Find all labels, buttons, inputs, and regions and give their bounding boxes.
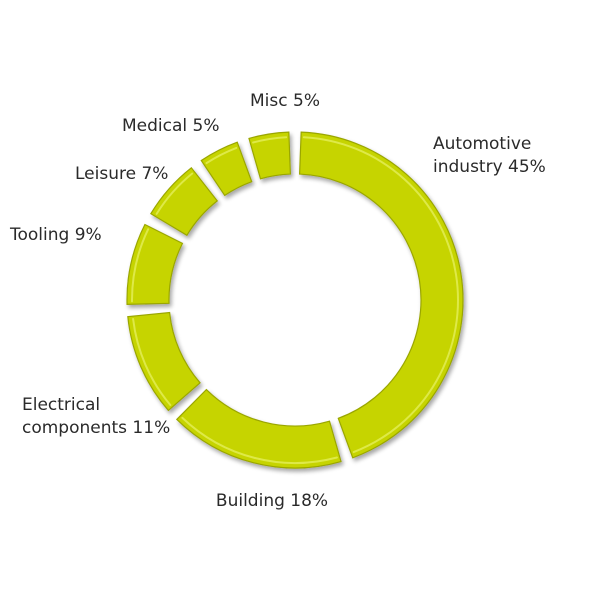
label-medical: Medical 5%	[122, 116, 220, 136]
slice-building-highlight	[181, 416, 338, 464]
label-electrical-components-line-2: components 11%	[22, 418, 170, 438]
label-electrical-components: Electrical components 11%	[22, 395, 170, 438]
slices-layer	[126, 131, 464, 469]
label-leisure-line-1: Leisure 7%	[75, 164, 168, 184]
label-leisure: Leisure 7%	[75, 164, 168, 184]
slice-automotive-industry-fill	[298, 131, 464, 459]
slice-leisure-highlight	[155, 172, 194, 215]
label-misc: Misc 5%	[250, 91, 320, 111]
slice-misc-highlight	[252, 136, 288, 144]
slice-tooling-highlight	[131, 228, 150, 303]
label-tooling: Tooling 9%	[9, 225, 102, 245]
slice-misc	[248, 131, 292, 180]
slice-medical	[200, 141, 253, 197]
slice-leisure	[150, 166, 219, 237]
label-electrical-components-line-1: Electrical	[22, 395, 100, 415]
label-automotive-industry-line-1: Automotive	[433, 134, 531, 154]
slice-automotive-industry-highlight	[302, 136, 459, 454]
slice-building	[175, 388, 342, 469]
label-medical-line-1: Medical 5%	[122, 116, 220, 136]
slice-medical-highlight	[205, 146, 238, 165]
slice-tooling	[126, 223, 184, 306]
slice-leisure-fill	[150, 166, 219, 237]
label-tooling-line-1: Tooling 9%	[9, 225, 102, 245]
slice-medical-fill	[200, 141, 253, 197]
slice-electrical-components	[127, 311, 201, 412]
slice-automotive-industry	[298, 131, 464, 459]
label-automotive-industry: Automotive industry 45%	[433, 134, 546, 177]
label-automotive-industry-line-2: industry 45%	[433, 157, 546, 177]
slice-electrical-components-fill	[127, 311, 201, 412]
slice-building-fill	[175, 388, 342, 469]
slice-misc-fill	[248, 131, 292, 180]
slice-electrical-components-highlight	[132, 318, 172, 406]
label-misc-line-1: Misc 5%	[250, 91, 320, 111]
label-building: Building 18%	[216, 491, 328, 511]
labels-layer: Automotive industry 45% Building 18% Electr…	[9, 91, 546, 511]
label-building-line-1: Building 18%	[216, 491, 328, 511]
